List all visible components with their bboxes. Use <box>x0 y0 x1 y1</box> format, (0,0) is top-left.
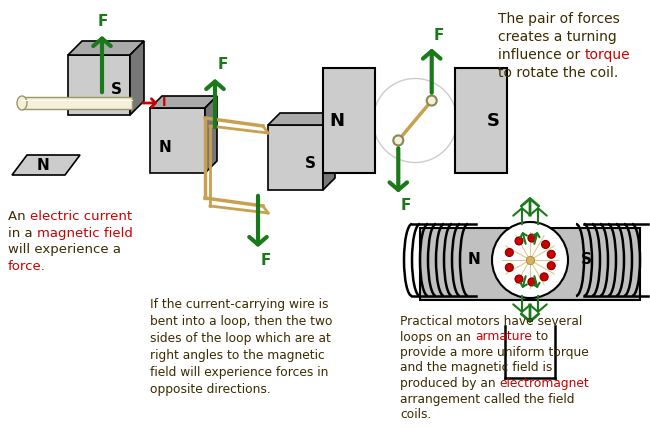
Polygon shape <box>22 97 132 109</box>
Text: creates a turning: creates a turning <box>498 30 617 44</box>
Polygon shape <box>68 55 130 115</box>
Circle shape <box>547 250 555 259</box>
Polygon shape <box>268 113 335 125</box>
Wedge shape <box>373 78 457 163</box>
Text: to: to <box>532 330 548 344</box>
Polygon shape <box>455 68 507 173</box>
Text: force.: force. <box>8 259 46 273</box>
Polygon shape <box>12 155 80 175</box>
Polygon shape <box>150 108 205 173</box>
Text: electromagnet: electromagnet <box>499 377 590 390</box>
Polygon shape <box>268 125 323 190</box>
Text: loops on an: loops on an <box>400 330 474 344</box>
Text: If the current-carrying wire is
bent into a loop, then the two
sides of the loop: If the current-carrying wire is bent int… <box>150 298 333 396</box>
Circle shape <box>492 222 568 298</box>
Text: S: S <box>580 253 592 268</box>
Text: F: F <box>400 199 411 214</box>
Circle shape <box>541 241 549 248</box>
Circle shape <box>505 264 514 271</box>
Circle shape <box>547 262 555 270</box>
Text: magnetic field: magnetic field <box>37 226 133 240</box>
Circle shape <box>515 275 523 283</box>
Text: I: I <box>162 95 166 109</box>
Circle shape <box>528 278 536 286</box>
Text: torque: torque <box>584 48 630 62</box>
Polygon shape <box>130 41 144 115</box>
Text: N: N <box>36 158 49 173</box>
Text: will experience a: will experience a <box>8 243 121 256</box>
Text: produced by an: produced by an <box>400 377 499 390</box>
Text: An: An <box>8 210 30 223</box>
Text: N: N <box>467 253 480 268</box>
Polygon shape <box>323 68 375 173</box>
Text: N: N <box>159 140 172 155</box>
Text: influence or: influence or <box>498 48 584 62</box>
Text: F: F <box>261 253 272 268</box>
Text: arrangement called the field: arrangement called the field <box>400 392 575 405</box>
Text: coils.: coils. <box>400 408 432 421</box>
Text: electric current: electric current <box>30 210 132 223</box>
Polygon shape <box>68 41 144 55</box>
Circle shape <box>540 273 548 281</box>
Text: F: F <box>218 57 228 72</box>
Text: armature: armature <box>474 330 532 344</box>
Text: F: F <box>434 27 444 42</box>
Text: S: S <box>304 155 315 170</box>
Circle shape <box>426 95 437 106</box>
Text: Practical motors have several: Practical motors have several <box>400 315 582 328</box>
Circle shape <box>393 135 403 146</box>
Text: S: S <box>486 112 499 130</box>
Ellipse shape <box>17 96 27 110</box>
Circle shape <box>515 237 523 245</box>
Polygon shape <box>323 113 335 190</box>
Polygon shape <box>420 228 640 300</box>
Text: provide a more uniform torque: provide a more uniform torque <box>400 346 589 359</box>
Text: The pair of forces: The pair of forces <box>498 12 619 26</box>
Polygon shape <box>205 96 217 173</box>
Circle shape <box>528 234 536 242</box>
Text: N: N <box>330 112 344 130</box>
Text: F: F <box>98 14 108 29</box>
Circle shape <box>505 249 514 256</box>
Text: S: S <box>111 81 122 96</box>
Text: to rotate the coil.: to rotate the coil. <box>498 66 618 80</box>
Polygon shape <box>150 96 217 108</box>
Text: and the magnetic field is: and the magnetic field is <box>400 362 552 374</box>
Text: in a: in a <box>8 226 37 240</box>
